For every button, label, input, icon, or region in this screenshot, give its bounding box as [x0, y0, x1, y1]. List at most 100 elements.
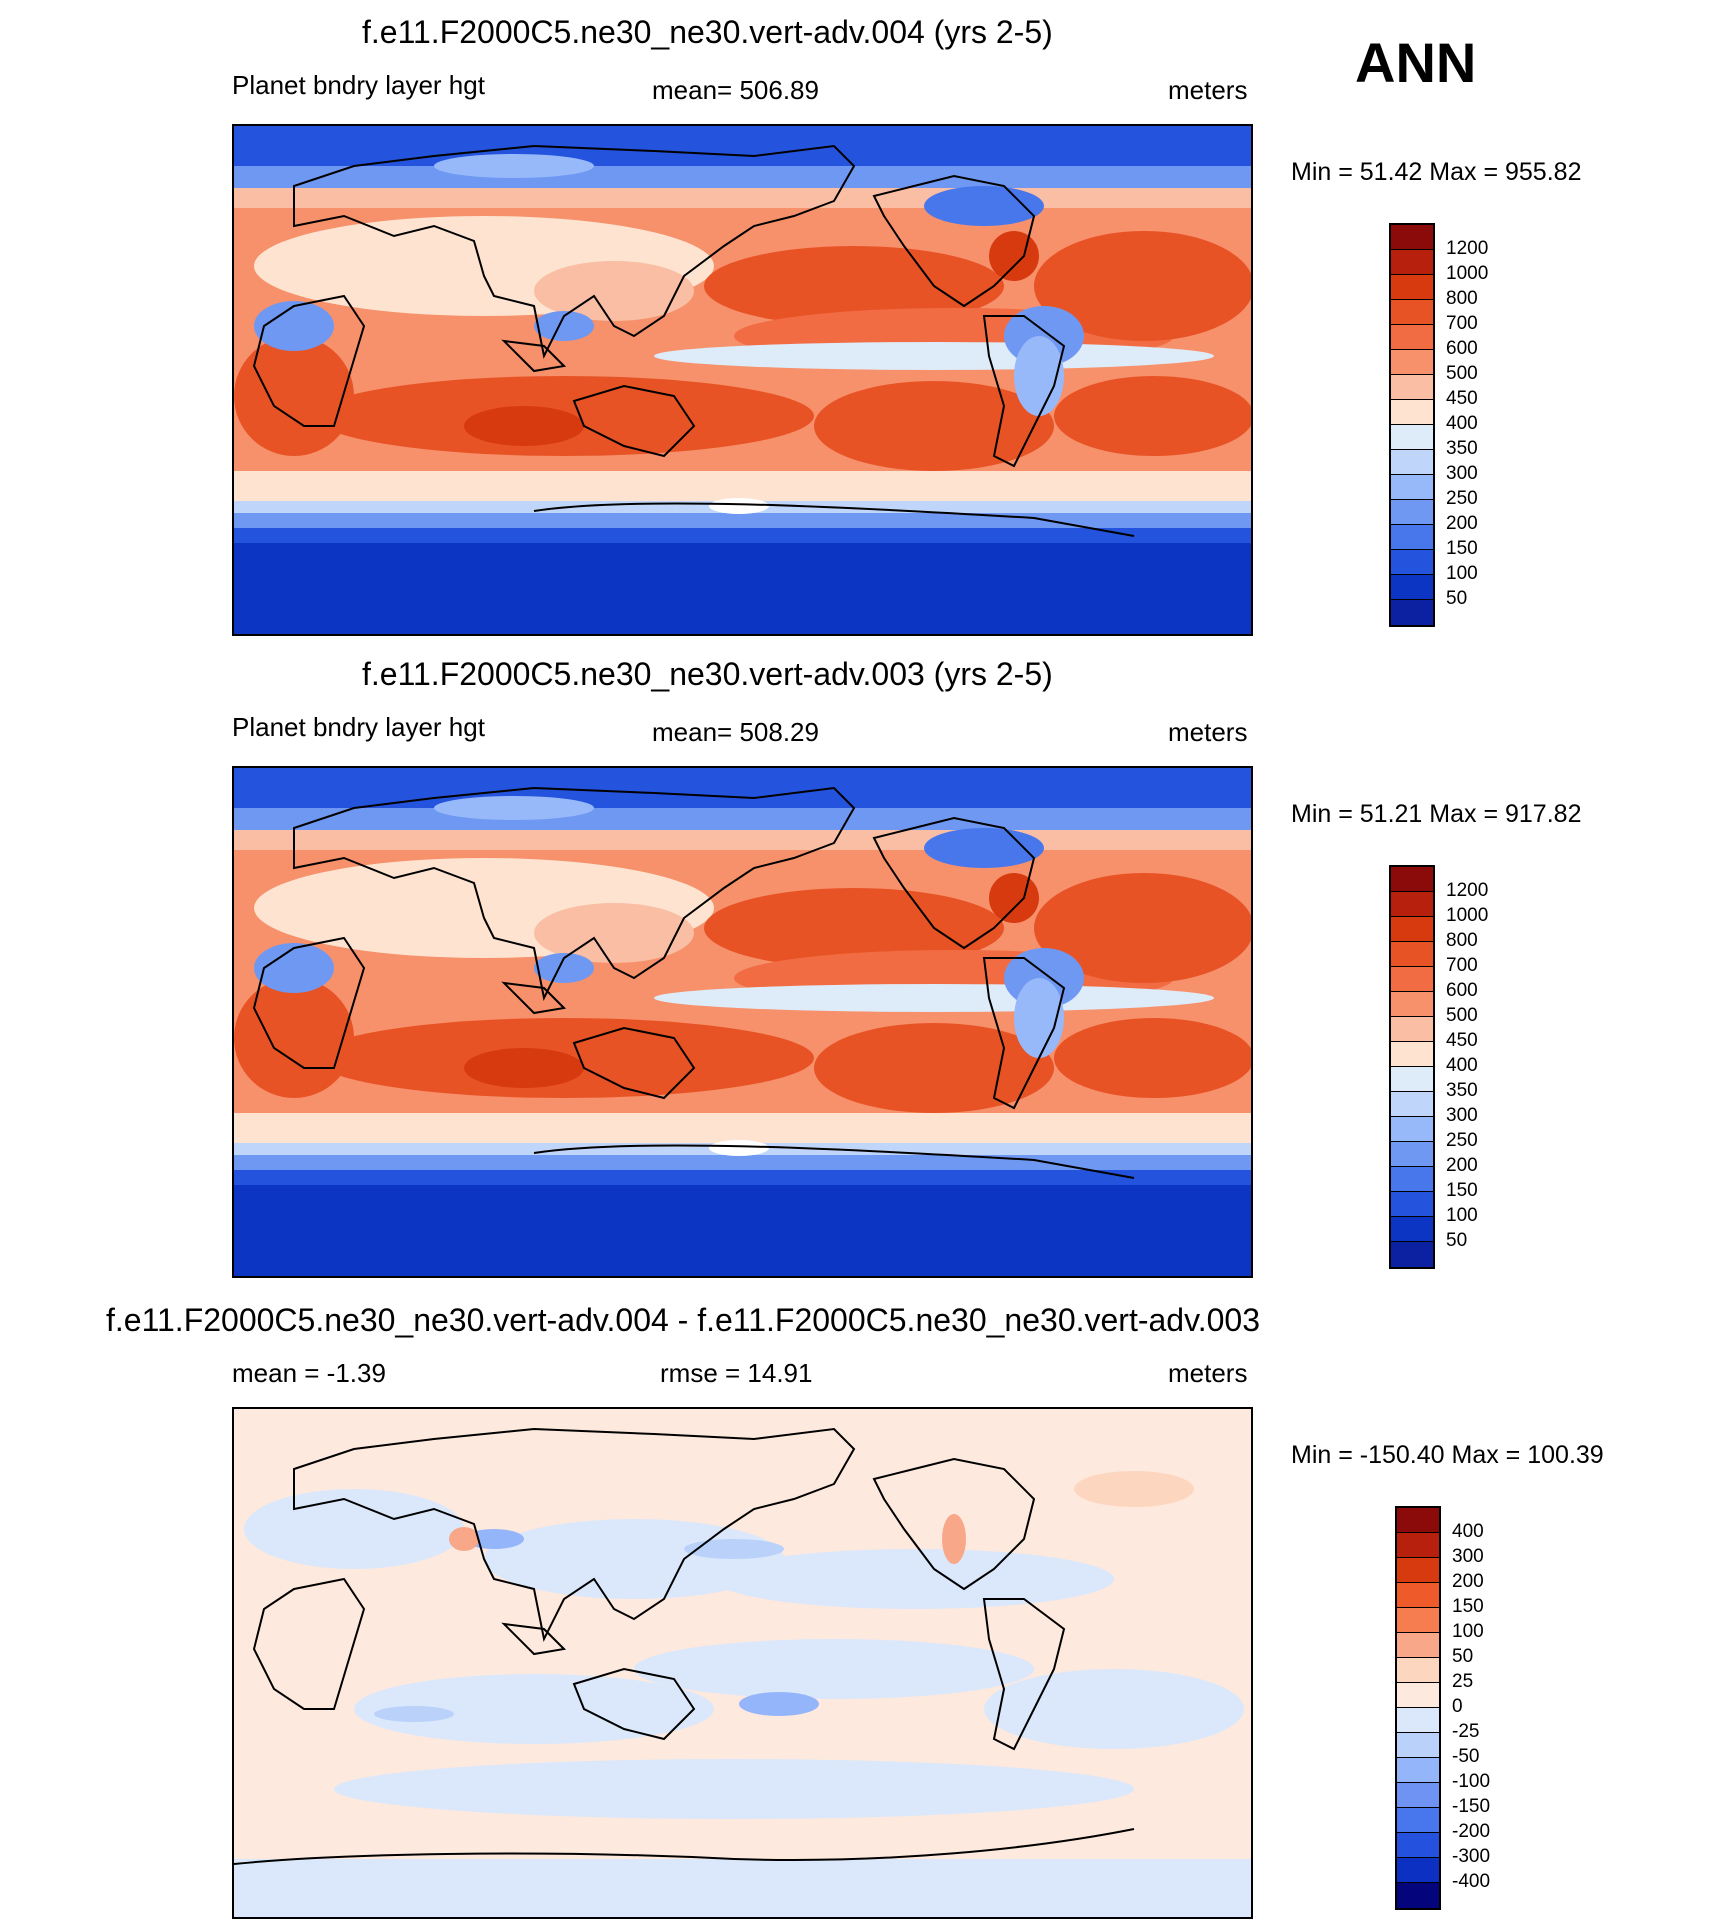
colorbar-label: 300 [1446, 463, 1478, 484]
panel-3-colorbar [1395, 1506, 1441, 1910]
colorbar-label: 100 [1446, 563, 1478, 584]
colorbar-bin [1391, 1217, 1433, 1242]
colorbar-bin [1391, 1042, 1433, 1067]
panel-2-colorbar-labels: 1200 1000 800 700 600 500 450 400 350 30… [1446, 878, 1488, 1253]
colorbar-bin [1397, 1683, 1439, 1708]
colorbar-bin [1397, 1833, 1439, 1858]
colorbar-label: 50 [1452, 1646, 1474, 1667]
colorbar-label: 1000 [1446, 263, 1489, 284]
colorbar-bin [1391, 575, 1433, 600]
colorbar-bin [1391, 300, 1433, 325]
colorbar-label: 250 [1446, 1130, 1478, 1151]
colorbar-bin [1391, 525, 1433, 550]
panel-3-colorbar-labels: 400 300 200 150 100 50 25 0 -25 -50 -100… [1452, 1519, 1490, 1894]
colorbar-bin [1397, 1708, 1439, 1733]
colorbar-bin [1397, 1758, 1439, 1783]
colorbar-label: 1200 [1446, 880, 1489, 901]
colorbar-label: 1200 [1446, 238, 1489, 259]
colorbar-label: 700 [1446, 955, 1478, 976]
panel-3-title: f.e11.F2000C5.ne30_ne30.vert-adv.004 - f… [106, 1302, 1260, 1338]
colorbar-label: 0 [1452, 1696, 1463, 1717]
panel-1-map-field [234, 126, 1251, 634]
colorbar-label: -100 [1452, 1771, 1491, 1792]
colorbar-label: 50 [1446, 588, 1468, 609]
colorbar-label: 250 [1446, 488, 1478, 509]
panel-2-map [232, 766, 1253, 1278]
colorbar-label: -150 [1452, 1796, 1491, 1817]
colorbar-label: 25 [1452, 1671, 1474, 1692]
colorbar-bin [1397, 1783, 1439, 1808]
season-label: ANN [1355, 31, 1477, 94]
colorbar-bin [1391, 1092, 1433, 1117]
colorbar-bin [1391, 967, 1433, 992]
colorbar-label: -300 [1452, 1846, 1491, 1867]
panel-2-variable: Planet bndry layer hgt [232, 712, 485, 742]
colorbar-bin [1391, 400, 1433, 425]
colorbar-label: 400 [1446, 413, 1478, 434]
colorbar-label: 700 [1446, 313, 1478, 334]
colorbar-label: 200 [1452, 1571, 1484, 1592]
colorbar-label: -25 [1452, 1721, 1480, 1742]
panel-2-title: f.e11.F2000C5.ne30_ne30.vert-adv.003 (yr… [362, 656, 1053, 692]
panel-3-map-field [234, 1409, 1251, 1917]
colorbar-bin [1391, 992, 1433, 1017]
colorbar-bin [1391, 275, 1433, 300]
colorbar-bin [1397, 1658, 1439, 1683]
colorbar-bin [1391, 1192, 1433, 1217]
colorbar-label: -50 [1452, 1746, 1480, 1767]
colorbar-bin [1391, 250, 1433, 275]
panel-1-minmax: Min = 51.42 Max = 955.82 [1291, 158, 1582, 186]
colorbar-label: 600 [1446, 338, 1478, 359]
colorbar-label: 150 [1452, 1596, 1484, 1617]
colorbar-bin [1397, 1558, 1439, 1583]
panel-1-map [232, 124, 1253, 636]
colorbar-label: 600 [1446, 980, 1478, 1001]
colorbar-bin [1397, 1533, 1439, 1558]
colorbar-bin [1391, 325, 1433, 350]
colorbar-bin [1391, 600, 1433, 625]
colorbar-label: 800 [1446, 288, 1478, 309]
colorbar-bin [1391, 1167, 1433, 1192]
panel-3-units: meters [1168, 1358, 1248, 1388]
colorbar-label: 1000 [1446, 905, 1489, 926]
panel-1-mean: mean= 506.89 [652, 75, 819, 105]
colorbar-bin [1397, 1808, 1439, 1833]
colorbar-label: 300 [1446, 1105, 1478, 1126]
colorbar-label: -400 [1452, 1871, 1491, 1892]
panel-1-colorbar [1389, 223, 1435, 627]
panel-2-colorbar [1389, 865, 1435, 1269]
colorbar-label: 450 [1446, 388, 1478, 409]
colorbar-label: 200 [1446, 1155, 1478, 1176]
colorbar-label: 350 [1446, 1080, 1478, 1101]
panel-2-minmax: Min = 51.21 Max = 917.82 [1291, 800, 1582, 828]
colorbar-label: 100 [1452, 1621, 1484, 1642]
colorbar-bin [1391, 942, 1433, 967]
colorbar-bin [1397, 1508, 1439, 1533]
panel-3-minmax: Min = -150.40 Max = 100.39 [1291, 1441, 1604, 1469]
colorbar-bin [1397, 1633, 1439, 1658]
colorbar-bin [1397, 1733, 1439, 1758]
colorbar-bin [1391, 867, 1433, 892]
panel-3-rmse: rmse = 14.91 [660, 1358, 813, 1388]
colorbar-bin [1391, 375, 1433, 400]
panel-2-units: meters [1168, 717, 1248, 747]
colorbar-bin [1397, 1608, 1439, 1633]
panel-1-variable: Planet bndry layer hgt [232, 70, 485, 100]
colorbar-bin [1391, 1117, 1433, 1142]
colorbar-bin [1391, 917, 1433, 942]
panel-3-map [232, 1407, 1253, 1919]
panel-2-mean: mean= 508.29 [652, 717, 819, 747]
colorbar-bin [1391, 1067, 1433, 1092]
colorbar-bin [1391, 475, 1433, 500]
colorbar-bin [1391, 1142, 1433, 1167]
colorbar-label: 400 [1452, 1521, 1484, 1542]
colorbar-bin [1397, 1858, 1439, 1883]
colorbar-bin [1391, 425, 1433, 450]
colorbar-bin [1391, 550, 1433, 575]
colorbar-bin [1391, 350, 1433, 375]
panel-3-mean: mean = -1.39 [232, 1358, 386, 1388]
panel-2-map-field [234, 768, 1251, 1276]
colorbar-bin [1391, 1017, 1433, 1042]
colorbar-label: 150 [1446, 538, 1478, 559]
colorbar-label: 800 [1446, 930, 1478, 951]
